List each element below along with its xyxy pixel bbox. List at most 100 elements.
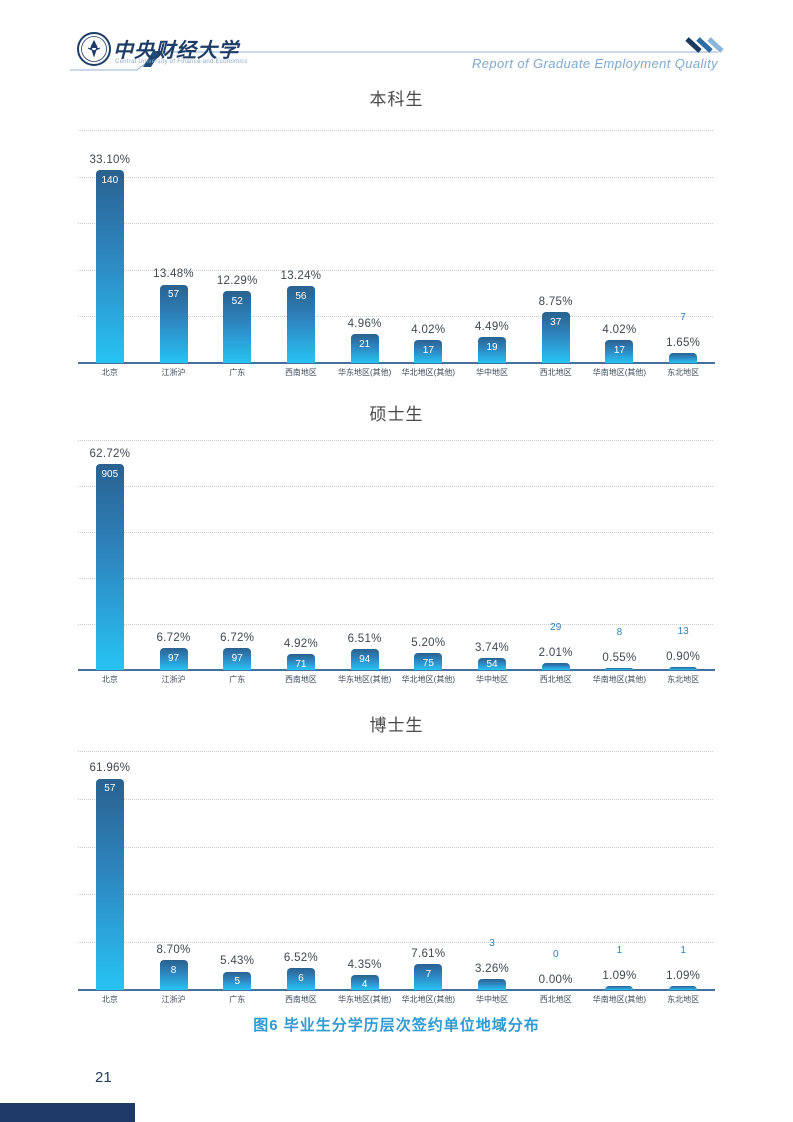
percent-label: 0.90% [666, 651, 701, 664]
page-number: 21 [95, 1069, 112, 1086]
bar [223, 647, 252, 670]
percent-label: 2.01% [538, 647, 573, 660]
percent-label: 1.09% [666, 970, 701, 983]
count-label: 1 [616, 945, 623, 957]
report-tagline: Report of Graduate Employment Quality [471, 56, 718, 71]
university-name-cn: 中央财经大学 [113, 40, 239, 62]
category-label: 华北地区(其他) [401, 995, 455, 1004]
bar [350, 975, 379, 990]
bar-slot: 4.35% 4 [333, 751, 397, 990]
category-label: 北京 [101, 995, 118, 1004]
category-label: 广东 [229, 368, 246, 377]
percent-label: 4.02% [602, 323, 637, 336]
bar [605, 668, 634, 670]
bar [286, 285, 315, 363]
gridline [78, 223, 713, 225]
bar-slot: 5.43% 5 [205, 751, 269, 990]
percent-label: 0.55% [602, 652, 637, 665]
count-label: 3 [489, 937, 495, 949]
bar-slot: 6.51% 94 [333, 440, 397, 670]
count-label: 17 [613, 344, 625, 356]
category-label: 西北地区 [539, 995, 572, 1004]
bar-slot: 1.65% 7 [651, 130, 715, 363]
gridline [78, 532, 713, 533]
percent-label: 4.02% [411, 323, 446, 336]
count-label: 37 [550, 317, 562, 329]
category-label: 华东地区(其他) [337, 995, 392, 1004]
percent-label: 4.92% [283, 637, 318, 650]
bar [286, 967, 315, 990]
count-label: 75 [422, 657, 434, 669]
bar [350, 334, 379, 363]
x-axis-line [78, 669, 715, 671]
bar [541, 312, 570, 363]
gridline [78, 751, 713, 752]
percent-label: 6.51% [347, 632, 382, 645]
count-label: 52 [231, 296, 243, 308]
bar-chart-1: 本科生 33.10% 140 13.48% 57 12.29% 52 13.24% 56 4.96… [0, 85, 793, 381]
count-label: 7 [680, 312, 686, 324]
bar [286, 653, 315, 670]
count-label: 5 [234, 976, 241, 988]
count-label: 29 [550, 622, 562, 634]
bar-slot: 0.00% 0 [524, 751, 588, 990]
bar-slot: 0.55% 8 [588, 440, 652, 670]
bar [95, 170, 124, 363]
bar-slot: 5.20% 75 [397, 440, 461, 670]
category-label: 西南地区 [284, 368, 317, 377]
bar [223, 971, 252, 990]
gridline [78, 578, 713, 579]
count-label: 57 [167, 289, 180, 301]
bar [414, 652, 443, 670]
bar-slot: 0.90% 13 [651, 440, 715, 670]
gridline [78, 440, 713, 441]
bar-slot: 1.09% 1 [651, 751, 715, 990]
gridline [78, 130, 713, 131]
percent-label: 13.48% [153, 268, 194, 281]
category-label: 北京 [101, 675, 118, 684]
category-label: 华南地区(其他) [592, 995, 647, 1004]
bar-slot: 4.49% 19 [460, 130, 524, 363]
header-diagonal-accent [143, 51, 161, 67]
percent-label: 1.65% [666, 337, 701, 350]
count-label: 1 [680, 945, 686, 957]
bar [669, 986, 698, 990]
category-label: 广东 [229, 675, 246, 684]
count-label: 13 [677, 626, 689, 638]
x-axis-line [78, 989, 715, 991]
category-label: 西南地区 [284, 675, 317, 684]
percent-label: 4.49% [474, 320, 510, 333]
footer-navy-bar [0, 1103, 135, 1122]
bar-slot: 13.24% 56 [269, 130, 333, 363]
bar [95, 463, 124, 670]
bar-slot: 1.09% 1 [588, 751, 652, 990]
percent-label: 4.96% [347, 318, 382, 331]
percent-label: 13.24% [280, 269, 322, 282]
category-label: 华东地区(其他) [337, 675, 392, 684]
bar [159, 284, 188, 363]
count-label: 21 [359, 339, 371, 351]
count-label: 97 [167, 652, 180, 664]
count-label: 97 [231, 652, 243, 664]
bar-slot: 4.02% 17 [397, 130, 461, 363]
category-label: 华北地区(其他) [401, 675, 455, 684]
percent-label: 6.72% [156, 631, 191, 644]
percent-label: 4.35% [347, 959, 382, 972]
category-label: 华南地区(其他) [592, 675, 647, 684]
university-name-en: Central University of Finance and Econom… [115, 59, 248, 65]
category-label: 华中地区 [476, 368, 509, 377]
count-label: 56 [295, 290, 307, 302]
bar-slot: 6.52% 6 [269, 751, 333, 990]
bar [159, 960, 188, 990]
category-label: 西南地区 [284, 995, 317, 1004]
category-label: 华中地区 [476, 675, 509, 684]
category-label: 东北地区 [667, 675, 700, 684]
chart-title: 硕士生 [369, 405, 424, 424]
gridline [78, 846, 713, 848]
count-label: 54 [486, 659, 498, 670]
plot-area: 62.72% 905 6.72% 97 6.72% 97 4.92% 71 6.51% 94 5.2… [78, 440, 715, 671]
gridline [78, 942, 713, 944]
category-label: 东北地区 [667, 995, 700, 1004]
gridline [78, 316, 713, 318]
